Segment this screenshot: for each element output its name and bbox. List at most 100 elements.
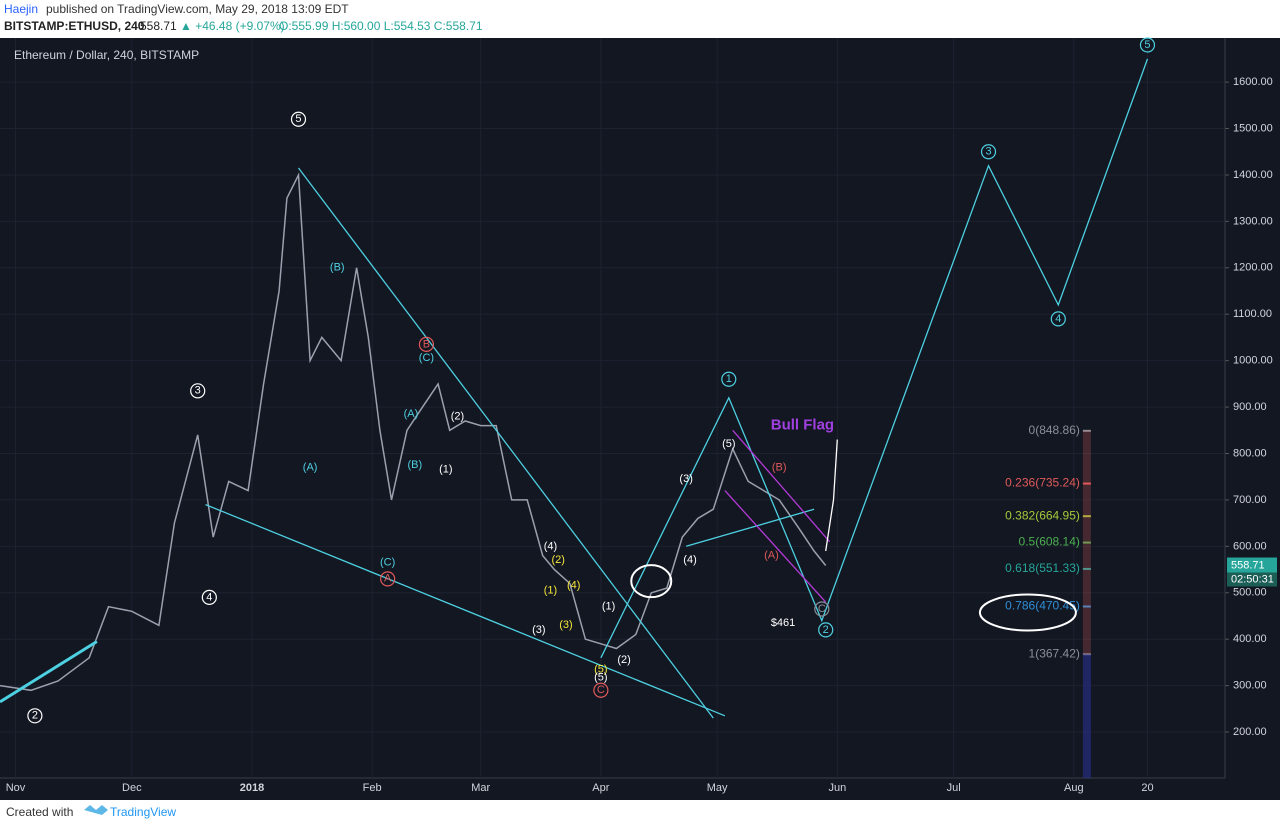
fib-band	[1082, 515, 1091, 518]
wave-label: (5)	[722, 438, 735, 450]
wave-label: 2	[823, 624, 829, 636]
wave-label: 5	[295, 113, 301, 125]
y-tick-label: 500.00	[1233, 587, 1267, 599]
ohlc: O:555.99 H:560.00 L:554.53 C:558.71	[279, 19, 483, 33]
x-tick-label: 20	[1141, 782, 1153, 794]
trend-drawing	[0, 640, 98, 704]
wave-label: (2)	[451, 410, 464, 422]
wave-circle	[980, 144, 997, 160]
wave-label: (4)	[544, 540, 557, 552]
wave-label: (3)	[559, 619, 572, 631]
wave-label: 2	[32, 710, 38, 722]
wave-label: (A)	[404, 408, 419, 420]
wave-label: (C)	[380, 556, 395, 568]
wave-circle	[418, 336, 435, 352]
y-tick-label: 1000.00	[1233, 355, 1273, 367]
y-tick-label: 1600.00	[1233, 76, 1273, 88]
countdown: 02:50:31	[1231, 573, 1274, 585]
wave-label: (A)	[764, 550, 779, 562]
wave-circle	[27, 708, 43, 724]
y-tick-label: 200.00	[1233, 726, 1267, 738]
wave-label: Bull Flag	[771, 417, 834, 434]
plot: 0(848.86) 0.236(735.24) 0.382(664.95) 0.5(6…	[0, 37, 1277, 778]
breakout-circle	[630, 564, 673, 599]
fib-band	[1082, 567, 1091, 570]
wave-label: C	[597, 684, 605, 696]
wave-label: (C)	[419, 352, 434, 364]
x-tick-label: May	[707, 782, 728, 794]
fib-highlight	[978, 593, 1077, 632]
x-tick-label: Dec	[122, 782, 142, 794]
x-tick-label: Nov	[6, 782, 26, 794]
trend-drawing	[732, 429, 831, 543]
chart-bg	[0, 38, 1280, 800]
wave-label: B	[423, 338, 430, 350]
y-tick-label: 600.00	[1233, 540, 1267, 552]
wave-circle	[201, 589, 217, 606]
fib-label: 1(367.42)	[1029, 646, 1080, 660]
wave-label: 3	[195, 385, 201, 397]
fib-label: 0.5(608.14)	[1019, 535, 1080, 549]
wave-label: 4	[1055, 313, 1061, 325]
wave-label: (B)	[407, 459, 422, 471]
wave-label: A	[384, 573, 392, 585]
fib-band	[1082, 482, 1091, 485]
trend-drawing	[686, 508, 815, 547]
symbol: BITSTAMP:ETHUSD, 240	[4, 19, 145, 33]
wave-label: (5)	[594, 672, 607, 684]
footer-brand[interactable]: TradingView	[110, 805, 176, 819]
x-tick-label: Feb	[363, 782, 382, 794]
y-tick-label: 300.00	[1233, 680, 1267, 692]
wave-circle	[290, 111, 307, 127]
y-tick-label: 1100.00	[1233, 308, 1272, 320]
wave-label: 5	[1144, 39, 1150, 51]
y-tick-label: 400.00	[1233, 633, 1267, 645]
wave-label: (B)	[330, 262, 345, 274]
footer-created: Created with	[6, 805, 73, 819]
x-tick-label: 2018	[240, 782, 264, 794]
trend-drawing	[205, 503, 726, 717]
countdown-tag	[1227, 572, 1277, 587]
y-tick-label: 800.00	[1233, 447, 1267, 459]
wave-label: 4	[206, 591, 212, 603]
wave-label: (4)	[683, 554, 696, 566]
legend-title: Ethereum / Dollar, 240, BITSTAMP	[14, 48, 199, 62]
last-price-label: 558.71	[1231, 559, 1265, 571]
wave-label: (3)	[679, 473, 692, 485]
y-tick-label: 1200.00	[1233, 262, 1273, 274]
trend-drawing	[825, 439, 838, 552]
price-line	[0, 172, 827, 692]
trend-drawing	[297, 167, 714, 719]
wave-label: (3)	[532, 624, 545, 636]
brand-logo	[84, 805, 108, 815]
x-tick-label: Aug	[1064, 782, 1084, 794]
fib-bar	[1082, 430, 1091, 655]
wave-label: (2)	[552, 554, 565, 566]
y-tick-label: 900.00	[1233, 401, 1267, 413]
header-bg	[0, 0, 1280, 38]
wave-label: (4)	[567, 580, 580, 592]
x-tick-label: Jul	[947, 782, 961, 794]
fib-label: 0.236(735.24)	[1005, 476, 1080, 490]
fib-band	[1082, 605, 1091, 608]
publisher[interactable]: Haejin	[4, 2, 38, 16]
wave-circle	[1139, 37, 1156, 53]
wave-label: (5)	[594, 663, 607, 675]
fib-label: 0.786(470.45)	[1005, 599, 1080, 613]
wave-label: (1)	[602, 601, 615, 613]
wave-label: C	[818, 603, 826, 615]
wave-label: (A)	[303, 461, 318, 473]
x-tick-label: Mar	[471, 782, 490, 794]
wave-label: (1)	[439, 464, 452, 476]
price: 558.71	[140, 19, 177, 33]
wave-label: $461	[771, 617, 795, 629]
trend-drawing	[600, 58, 1149, 659]
fib-band	[1082, 541, 1091, 544]
fib-bar-ext	[1082, 654, 1091, 778]
wave-label: (2)	[617, 654, 630, 666]
wave-label: (B)	[772, 461, 787, 473]
y-tick-label: 1300.00	[1233, 215, 1273, 227]
wave-circle	[380, 571, 396, 587]
